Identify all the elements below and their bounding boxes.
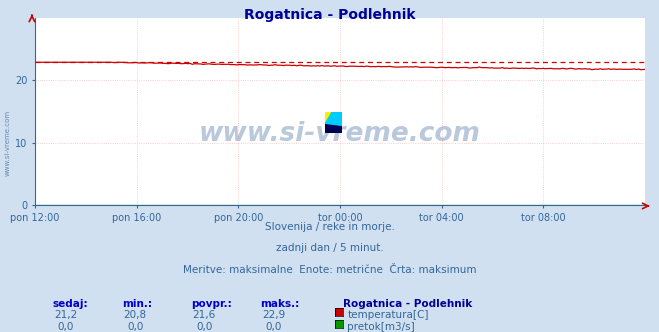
Text: sedaj:: sedaj: <box>53 299 88 309</box>
Text: temperatura[C]: temperatura[C] <box>347 310 429 320</box>
Text: 22,9: 22,9 <box>262 310 285 320</box>
Text: maks.:: maks.: <box>260 299 300 309</box>
Text: Rogatnica - Podlehnik: Rogatnica - Podlehnik <box>343 299 472 309</box>
Text: 0,0: 0,0 <box>58 322 74 332</box>
Text: Rogatnica - Podlehnik: Rogatnica - Podlehnik <box>244 8 415 22</box>
Text: www.si-vreme.com: www.si-vreme.com <box>199 121 481 147</box>
Text: 0,0: 0,0 <box>196 322 212 332</box>
Polygon shape <box>325 112 342 127</box>
Text: 20,8: 20,8 <box>123 310 147 320</box>
Text: pretok[m3/s]: pretok[m3/s] <box>347 322 415 332</box>
Text: 0,0: 0,0 <box>266 322 281 332</box>
Polygon shape <box>325 112 332 124</box>
Text: 0,0: 0,0 <box>127 322 143 332</box>
Text: zadnji dan / 5 minut.: zadnji dan / 5 minut. <box>275 243 384 253</box>
Text: 21,2: 21,2 <box>54 310 78 320</box>
Text: www.si-vreme.com: www.si-vreme.com <box>5 110 11 176</box>
Polygon shape <box>325 124 342 133</box>
Text: min.:: min.: <box>122 299 152 309</box>
Text: Slovenija / reke in morje.: Slovenija / reke in morje. <box>264 221 395 232</box>
Text: povpr.:: povpr.: <box>191 299 232 309</box>
Text: Meritve: maksimalne  Enote: metrične  Črta: maksimum: Meritve: maksimalne Enote: metrične Črta… <box>183 265 476 275</box>
Text: 21,6: 21,6 <box>192 310 216 320</box>
